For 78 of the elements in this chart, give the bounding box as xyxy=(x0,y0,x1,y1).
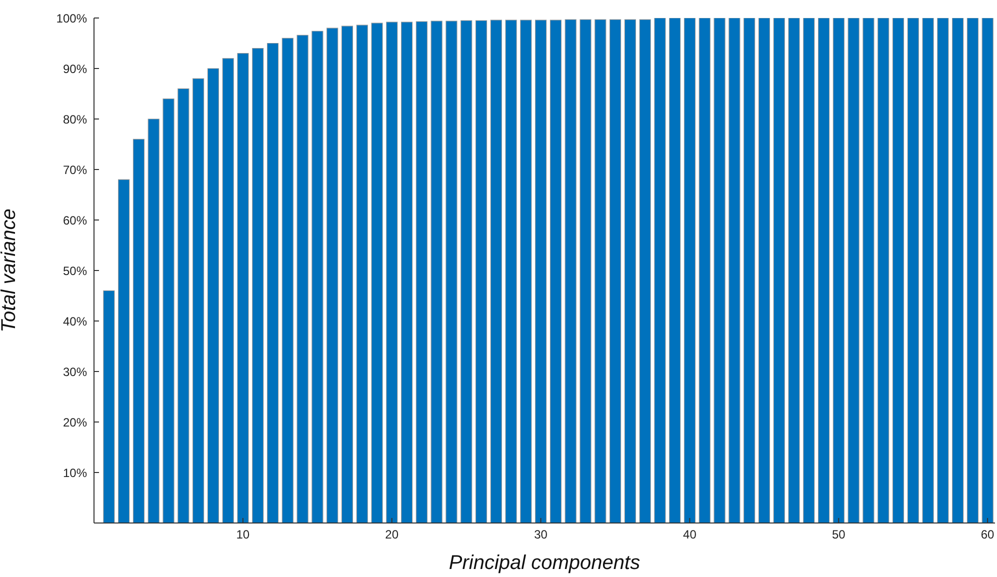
bar xyxy=(296,34,308,523)
bar xyxy=(878,18,890,523)
y-tick-label: 90% xyxy=(62,62,88,76)
bar xyxy=(386,22,398,523)
bar xyxy=(207,68,219,523)
bar xyxy=(371,22,383,523)
bar xyxy=(430,20,442,523)
bar xyxy=(312,30,324,523)
bar xyxy=(922,18,934,523)
y-tick-label: 40% xyxy=(62,314,88,328)
bar xyxy=(848,18,860,523)
bar xyxy=(714,18,726,523)
bar xyxy=(282,38,294,523)
bar xyxy=(401,22,413,523)
bar xyxy=(594,19,606,523)
bar xyxy=(132,138,145,523)
y-tick-label: 100% xyxy=(56,11,88,26)
bar xyxy=(237,53,249,523)
bar xyxy=(505,20,517,523)
bar xyxy=(356,24,368,523)
y-tick-label: 70% xyxy=(62,162,88,177)
bar xyxy=(148,118,160,523)
bar xyxy=(966,18,979,523)
bar xyxy=(982,18,994,523)
bar xyxy=(341,26,354,523)
bar xyxy=(535,20,547,523)
x-tick-label: 30 xyxy=(534,528,548,542)
bar xyxy=(624,19,636,523)
bar xyxy=(609,19,622,523)
bar xyxy=(326,28,338,523)
bar xyxy=(475,20,488,523)
y-tick-label: 20% xyxy=(62,415,88,430)
bar xyxy=(266,42,279,523)
bar xyxy=(446,20,458,523)
bar xyxy=(818,18,830,523)
x-axis-title: Principal components xyxy=(448,552,640,574)
bar xyxy=(788,18,800,523)
bar xyxy=(490,20,502,523)
bar xyxy=(252,48,264,523)
y-tick-label: 10% xyxy=(62,466,88,480)
bar xyxy=(178,88,190,523)
bar xyxy=(862,18,874,523)
bar xyxy=(758,18,770,523)
bar xyxy=(222,58,234,523)
bar xyxy=(669,18,681,523)
x-tick-label: 20 xyxy=(385,528,399,542)
x-tick-label: 40 xyxy=(683,528,697,542)
bar xyxy=(773,18,785,523)
y-tick-label: 30% xyxy=(62,364,88,379)
y-tick-label: 50% xyxy=(62,264,88,278)
bar xyxy=(162,98,174,523)
bar xyxy=(639,19,651,523)
bar xyxy=(118,179,130,523)
bar xyxy=(580,19,592,523)
bar xyxy=(744,18,756,523)
bar xyxy=(564,19,576,523)
bar xyxy=(907,18,919,523)
bar xyxy=(550,20,562,523)
x-tick-label: 10 xyxy=(236,528,250,542)
bar xyxy=(460,20,472,523)
bar xyxy=(832,18,844,523)
bar xyxy=(937,18,949,523)
bar xyxy=(684,18,696,523)
bar xyxy=(803,18,815,523)
bar xyxy=(416,21,428,523)
bar xyxy=(952,18,964,523)
bar xyxy=(654,18,666,523)
bar xyxy=(698,18,710,523)
y-tick-label: 80% xyxy=(62,112,88,126)
bar xyxy=(103,290,115,523)
y-axis-title: Total variance xyxy=(0,208,20,332)
bar xyxy=(520,20,532,523)
bar xyxy=(728,18,740,523)
bar xyxy=(892,18,904,523)
x-tick-label: 60 xyxy=(980,528,995,542)
y-tick-label: 60% xyxy=(62,213,88,228)
x-tick-label: 50 xyxy=(832,528,846,542)
bar xyxy=(192,78,204,523)
